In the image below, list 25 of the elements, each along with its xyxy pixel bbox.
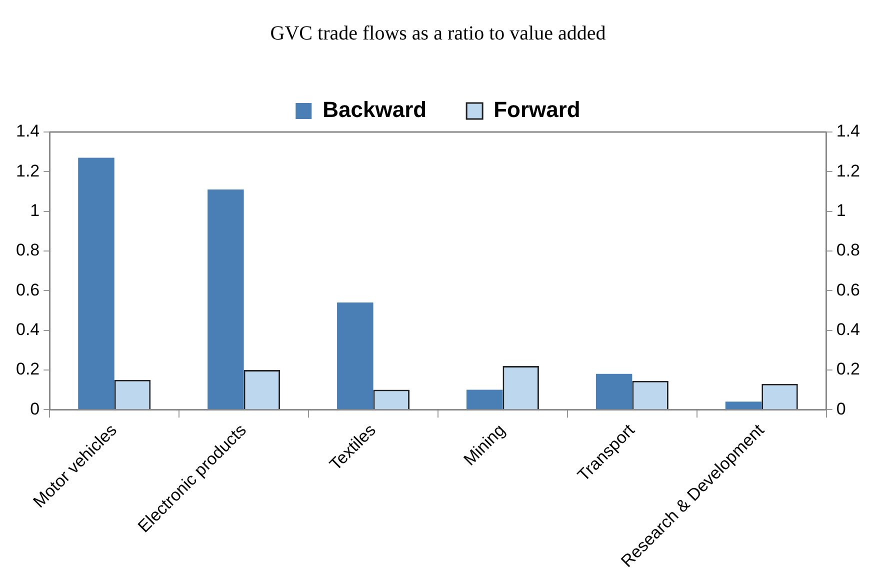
y2-tick-label: 1: [836, 201, 846, 220]
bar: [725, 402, 762, 410]
y2-tick-label: 0.8: [836, 240, 860, 260]
y-tick-label: 0.4: [16, 320, 40, 339]
legend-label: Backward: [322, 97, 427, 122]
y2-tick-label: 1.4: [836, 122, 860, 141]
y2-tick-label: 0: [836, 399, 846, 418]
y-tick-label: 0.2: [16, 360, 40, 379]
chart-title: GVC trade flows as a ratio to value added: [270, 22, 606, 44]
bar: [78, 158, 114, 410]
y-tick-label: 0: [30, 399, 40, 418]
y2-tick-label: 1.2: [836, 161, 860, 180]
y-tick-label: 1.4: [16, 122, 40, 141]
y-tick-label: 1: [30, 201, 40, 220]
y2-tick-label: 0.6: [836, 280, 860, 300]
legend-label: Forward: [494, 97, 580, 122]
y-tick-label: 0.6: [16, 280, 40, 300]
bar: [337, 302, 374, 410]
y2-tick-label: 0.4: [836, 320, 860, 339]
bar: [466, 390, 503, 410]
bar: [596, 374, 632, 410]
y-tick-label: 0.8: [16, 240, 40, 260]
y-tick-label: 1.2: [16, 161, 40, 180]
bar: [208, 190, 244, 410]
y2-tick-label: 0.2: [836, 360, 860, 379]
